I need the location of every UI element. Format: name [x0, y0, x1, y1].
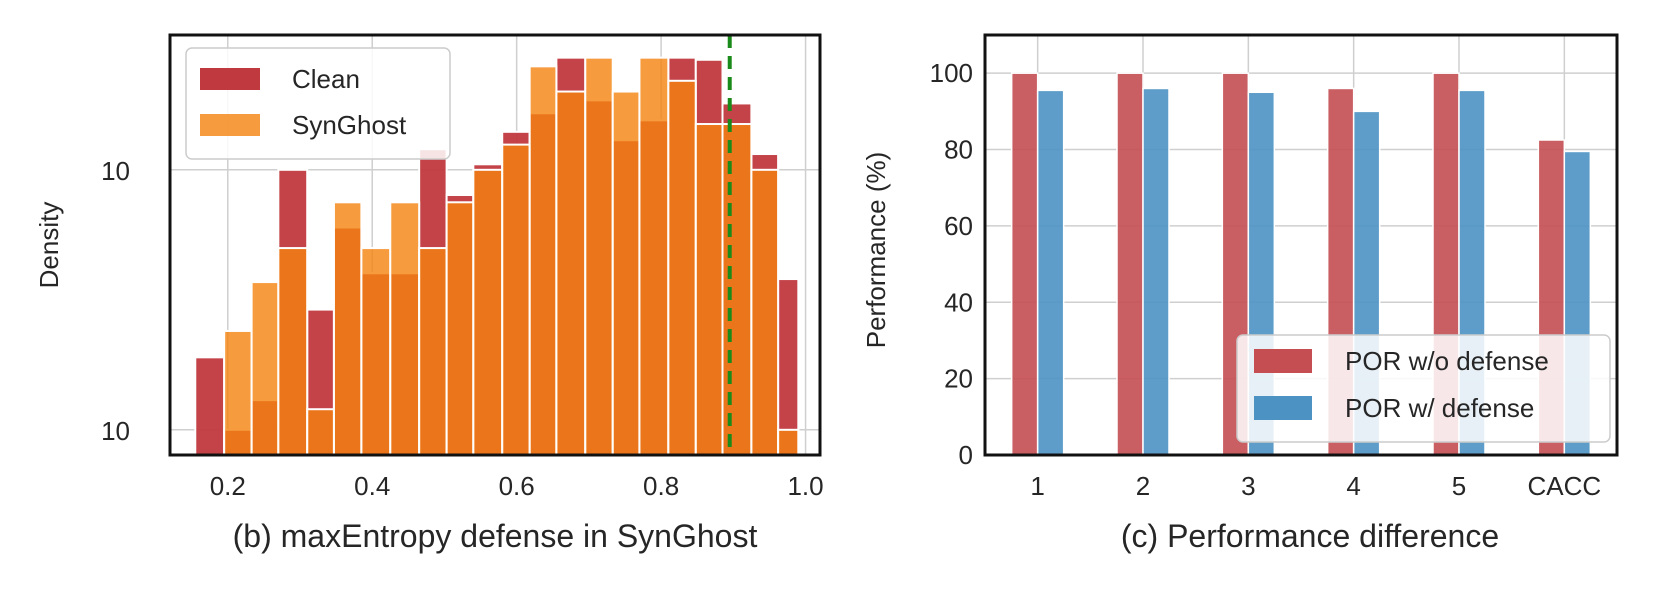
histogram-panel: 0.2 0.4 0.6 0.8 1.0 10010−1 Density (b) maxE… — [34, 33, 824, 554]
synghost-bin-bar — [750, 168, 780, 457]
bar-with-defense — [1036, 89, 1065, 456]
right-plot-frame — [983, 33, 1619, 457]
right-x-tick-label: CACC — [1527, 471, 1601, 501]
right-x-tick-label: 3 — [1241, 471, 1255, 501]
right-x-tick-labels: 1 2 3 4 5 CACC — [1030, 471, 1601, 501]
left-y-axis-label: Density — [34, 202, 64, 289]
left-x-tick-label: 0.8 — [643, 471, 679, 501]
synghost-bin-bar — [584, 56, 614, 456]
synghost-bin-bar — [777, 428, 800, 457]
bar-without-defense — [1116, 72, 1144, 456]
synghost-bin-bar — [611, 90, 641, 457]
bar-with-defense — [1142, 87, 1170, 456]
left-legend: Clean SynGhost — [185, 47, 451, 160]
legend-label-clean: Clean — [292, 64, 360, 94]
right-y-axis-label: Performance (%) — [861, 152, 891, 349]
right-y-tick-label: 40 — [944, 287, 973, 317]
left-plot-frame — [168, 33, 822, 457]
legend-label-with-defense: POR w/ defense — [1345, 393, 1534, 423]
left-y-tick-label: 10 — [101, 416, 130, 446]
legend-swatch-without-defense — [1254, 349, 1312, 373]
right-x-tick-label: 5 — [1452, 471, 1466, 501]
synghost-bin-bar — [277, 247, 309, 456]
synghost-bin-bar — [501, 143, 531, 456]
synghost-bin-bar — [528, 65, 558, 457]
right-y-tick-labels: 0 20 40 60 80 100 — [930, 58, 973, 470]
left-x-tick-label: 1.0 — [787, 471, 823, 501]
synghost-bin-bar — [223, 329, 253, 457]
left-x-tick-label: 0.2 — [210, 471, 246, 501]
synghost-bin-bar — [638, 56, 670, 456]
legend-label-synghost: SynGhost — [292, 110, 407, 140]
right-y-tick-label: 0 — [959, 440, 973, 470]
right-caption: (c) Performance difference — [1121, 518, 1499, 554]
clean-bin-bar — [194, 356, 226, 456]
clean-bin-bar — [777, 278, 800, 456]
synghost-bin-bar — [306, 408, 335, 456]
synghost-bin-bar — [332, 201, 363, 456]
legend-swatch-with-defense — [1254, 396, 1312, 420]
left-caption: (b) maxEntropy defense in SynGhost — [233, 518, 758, 554]
synghost-bin-bar — [250, 281, 280, 456]
legend-label-without-defense: POR w/o defense — [1345, 346, 1549, 376]
right-x-tick-label: 4 — [1346, 471, 1360, 501]
left-histogram-bars — [194, 56, 800, 457]
synghost-bin-bar — [360, 247, 392, 456]
right-y-tick-label: 100 — [930, 58, 973, 88]
right-legend: POR w/o defense POR w/ defense — [1236, 334, 1611, 443]
right-y-tick-label: 60 — [944, 211, 973, 241]
right-x-tick-label: 2 — [1136, 471, 1150, 501]
bar-without-defense — [1010, 72, 1039, 456]
synghost-bin-bar — [445, 201, 475, 456]
left-x-tick-labels: 0.2 0.4 0.6 0.8 1.0 — [210, 471, 824, 501]
synghost-bin-bar — [721, 123, 753, 456]
right-y-tick-label: 80 — [944, 135, 973, 165]
left-x-tick-label: 0.6 — [499, 471, 535, 501]
left-y-tick-label: 10 — [101, 156, 130, 186]
synghost-bin-bar — [694, 123, 724, 456]
right-x-tick-label: 1 — [1030, 471, 1044, 501]
right-y-tick-label: 20 — [944, 364, 973, 394]
left-x-tick-label: 0.4 — [354, 471, 390, 501]
left-y-tick-labels: 10010−1 — [101, 156, 130, 446]
synghost-bin-bar — [472, 168, 504, 457]
synghost-bin-bar — [418, 247, 448, 456]
right-legend-box — [1236, 334, 1611, 443]
bar-chart-panel: 1 2 3 4 5 CACC 0 20 40 60 80 100 Performance (%) (… — [861, 33, 1619, 554]
synghost-bin-bar — [389, 201, 421, 456]
synghost-bin-bar — [667, 79, 697, 456]
synghost-bin-bar — [555, 90, 587, 457]
legend-swatch-clean — [200, 68, 260, 90]
legend-swatch-synghost — [200, 114, 260, 136]
